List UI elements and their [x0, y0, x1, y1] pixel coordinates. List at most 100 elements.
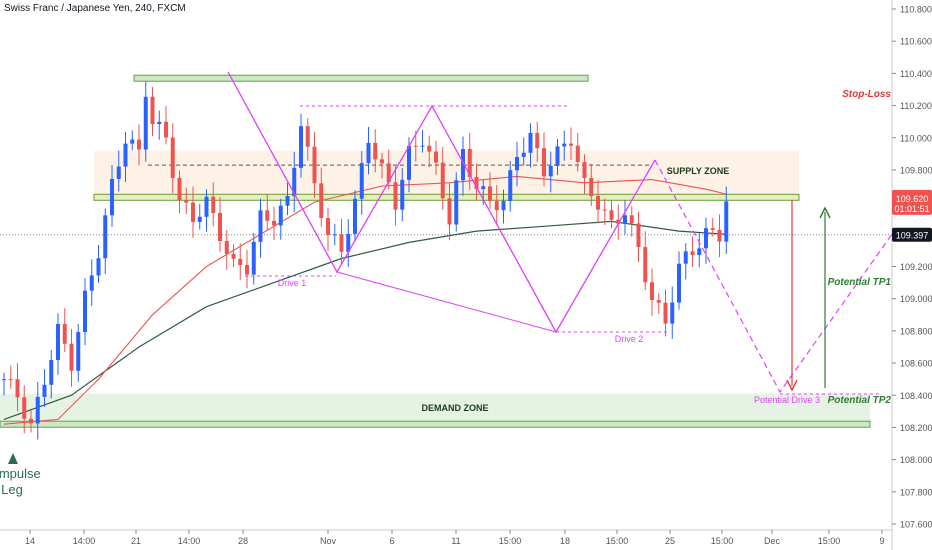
candle-body — [548, 165, 553, 177]
last-price-text: 109.620 — [896, 194, 929, 204]
supply-line-bar — [93, 193, 800, 201]
candle-body — [346, 233, 351, 252]
ma-slow-line — [3, 220, 727, 420]
candle-body — [62, 323, 67, 344]
x-tick-label: 9 — [879, 536, 884, 546]
y-tick-label: 110.400 — [900, 69, 932, 79]
candle-body — [89, 275, 94, 291]
candle-body — [42, 384, 47, 397]
x-tick-label: 15:00 — [499, 536, 522, 546]
candle-body — [636, 223, 641, 248]
candle-body — [454, 180, 459, 225]
candle-body — [191, 202, 195, 222]
drive1-label: Drive 1 — [278, 278, 307, 288]
candle-body — [22, 397, 27, 419]
x-tick-label: Nov — [320, 536, 337, 546]
candle-body — [76, 332, 81, 371]
candle-body — [575, 145, 580, 162]
candle-body — [501, 201, 506, 211]
candle-body — [461, 149, 465, 181]
candle-body — [299, 126, 303, 168]
candle-body — [83, 290, 87, 333]
candle-body — [683, 251, 688, 264]
candle-body — [116, 166, 121, 179]
stop-loss-label: Stop-Loss — [842, 89, 891, 100]
candle-body — [8, 379, 13, 381]
candle-body — [332, 234, 337, 236]
y-tick-label: 108.400 — [900, 391, 932, 401]
candle-body — [434, 151, 438, 163]
demand-line-bar — [0, 420, 871, 428]
candle-body — [710, 228, 715, 230]
candle-body — [2, 379, 6, 381]
supply-zone — [94, 150, 799, 195]
candle-body — [440, 162, 445, 199]
y-tick-label: 110.200 — [900, 101, 932, 111]
chart-title: Swiss Franc / Japanese Yen, 240, FXCM — [4, 3, 186, 14]
x-tick-label: 14:00 — [178, 536, 201, 546]
candle-body — [56, 323, 60, 360]
candle-body — [494, 201, 499, 211]
y-tick-label: 107.800 — [900, 487, 932, 497]
candle-body — [521, 152, 526, 157]
candle-body — [218, 212, 222, 242]
candle-body — [663, 302, 668, 324]
y-tick-label: 110.800 — [900, 5, 932, 15]
last-price-badge — [892, 189, 932, 215]
drive3-label: Potential Drive 3 — [754, 395, 820, 405]
candle-body — [231, 253, 236, 259]
candle-body — [650, 282, 654, 300]
candle-body — [326, 218, 330, 235]
y-tick-label: 110.600 — [900, 37, 932, 47]
candle-body — [204, 196, 209, 217]
candle-body — [420, 145, 425, 147]
x-tick-label: 28 — [238, 536, 248, 546]
y-tick-label: 108.200 — [900, 423, 932, 433]
candle-body — [670, 302, 675, 324]
candle-body — [285, 196, 290, 206]
candle-body — [724, 201, 729, 242]
candle-body — [150, 96, 155, 125]
ma-price-badge — [892, 227, 932, 242]
candle-body — [677, 263, 681, 303]
top-resistance-bar — [133, 74, 589, 82]
x-tick-label: 15:00 — [711, 536, 734, 546]
candle-body — [184, 200, 189, 203]
candle-body — [623, 215, 627, 224]
candle-body — [596, 196, 600, 210]
y-tick-label: 109.000 — [900, 294, 932, 304]
candle-body — [609, 210, 614, 220]
candle-body — [251, 241, 256, 275]
candle-body — [137, 139, 141, 150]
candle-body — [582, 161, 587, 179]
candle-body — [197, 216, 202, 222]
candle-body — [96, 258, 101, 276]
candle-body — [690, 251, 695, 256]
candle-body — [353, 198, 357, 234]
x-tick-label: 25 — [665, 536, 675, 546]
candle-body — [481, 186, 486, 190]
x-tick-label: Dec — [764, 536, 781, 546]
candle-body — [292, 167, 297, 197]
candle-body — [110, 178, 114, 216]
candle-body — [704, 228, 708, 249]
candle-body — [49, 359, 54, 385]
candle-body — [616, 219, 621, 224]
x-tick-label: 21 — [131, 536, 141, 546]
x-tick-label: 14 — [25, 536, 35, 546]
candle-body — [123, 143, 128, 167]
candle-body — [245, 264, 249, 275]
candle-body — [339, 234, 344, 252]
candle-body — [272, 220, 276, 226]
candle-body — [386, 163, 391, 183]
candle-body — [366, 142, 371, 164]
candle-body — [380, 159, 384, 164]
candle-body — [238, 258, 243, 265]
y-tick-label: 107.600 — [900, 520, 932, 530]
candle-body — [407, 145, 411, 180]
candle-body — [643, 247, 648, 283]
candle-body — [143, 96, 148, 150]
candle-body — [488, 186, 492, 202]
candle-body — [697, 248, 702, 256]
